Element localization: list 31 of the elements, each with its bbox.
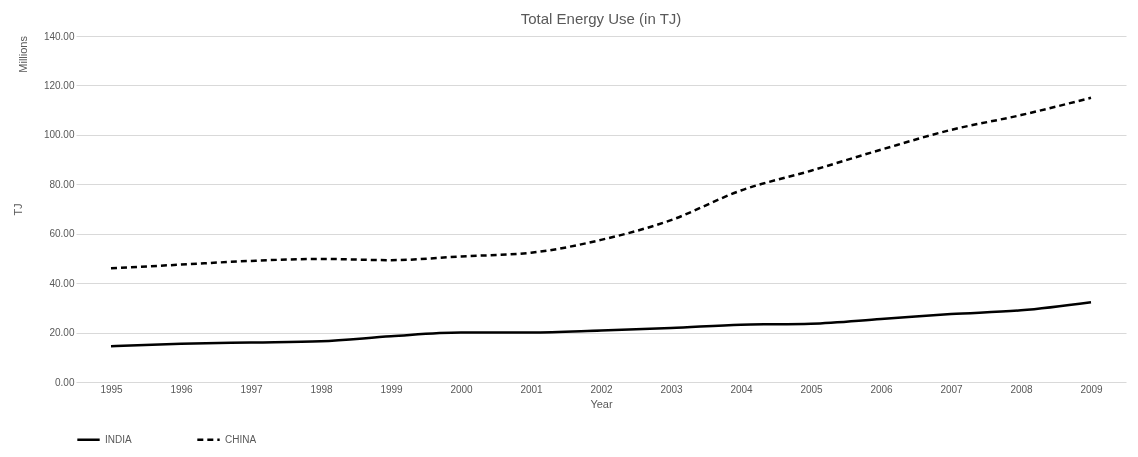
line-series <box>109 96 1093 270</box>
x-tick-label: 1998 <box>310 383 334 395</box>
x-axis-title: Year <box>590 397 613 410</box>
x-tick-label: 1999 <box>380 383 404 395</box>
chart-title: Total Energy Use (in TJ) <box>520 10 682 27</box>
y-tick-label: 120.00 <box>43 79 75 91</box>
x-tick-label: 1997 <box>240 383 264 395</box>
x-tick-label: 1996 <box>170 383 194 395</box>
x-tick-label: 2002 <box>590 383 614 395</box>
x-tick-label: 2000 <box>450 383 474 395</box>
x-tick-label: 2006 <box>870 383 894 395</box>
x-tick-label: 2003 <box>660 383 684 395</box>
x-tick-label: 2007 <box>940 383 964 395</box>
x-tick-label: 2005 <box>800 383 824 395</box>
y-tick-label: 100.00 <box>43 129 75 141</box>
y-tick-label: 60.00 <box>49 228 75 240</box>
line-series <box>109 300 1093 348</box>
x-tick-label: 2009 <box>1080 383 1104 395</box>
legend-label: INDIA <box>105 433 132 445</box>
x-tick-label: 2001 <box>520 383 544 395</box>
text: Millions <box>17 35 29 73</box>
x-tick-label: 2004 <box>730 383 754 395</box>
x-tick-label: 2008 <box>1010 383 1034 395</box>
legend-label: CHINA <box>225 433 257 445</box>
y-axis-title: TJ <box>11 203 24 216</box>
y-tick-label: 0.00 <box>55 376 75 388</box>
y-tick-label: 40.00 <box>49 277 75 289</box>
y-tick-label: 20.00 <box>49 327 75 339</box>
y-tick-label: 80.00 <box>49 178 75 190</box>
x-tick-label: 1995 <box>100 383 124 395</box>
y-tick-label: 140.00 <box>43 30 75 42</box>
